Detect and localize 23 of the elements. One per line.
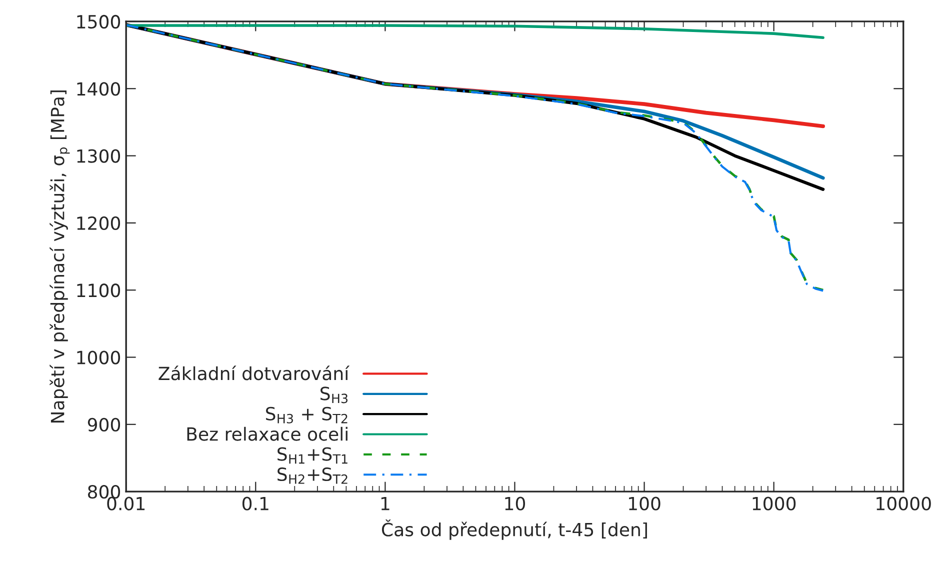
x-axis-title: Čas od předepnutí, t-45 [den] — [382, 519, 647, 540]
legend-label: S$_{H2}$+S$_{T2}$ — [278, 467, 348, 484]
legend-label: Základní dotvarování — [158, 366, 350, 380]
y-tick-label: 900 — [88, 418, 120, 432]
x-tick-label: 10 — [505, 496, 526, 510]
x-tick-label: 1 — [381, 496, 390, 510]
x-tick-label: 0.1 — [242, 496, 268, 510]
x-tick-label: 10000 — [876, 496, 931, 510]
legend-label: S$_{H3}$ + S$_{T2}$ — [266, 406, 348, 424]
legend-label: S$_{H1}$+S$_{T1}$ — [278, 447, 348, 464]
y-tick-label: 1300 — [77, 149, 120, 163]
y-tick-label: 1000 — [77, 350, 120, 364]
x-tick-label: 1000 — [752, 496, 796, 510]
y-tick-label: 1100 — [77, 284, 120, 298]
y-tick-label: 800 — [88, 485, 120, 499]
y-tick-label: 1400 — [77, 82, 120, 96]
x-tick-label: 0.01 — [107, 496, 145, 510]
y-tick-label: 1500 — [77, 14, 120, 29]
x-tick-label: 100 — [629, 496, 660, 510]
legend-label: Bez relaxace oceli — [187, 426, 348, 441]
y-axis-title: Napětí v předpínací výztuži, σ$_{p}$ [MPa] — [50, 90, 70, 422]
y-tick-label: 1200 — [77, 216, 120, 230]
legend-label: S$_{H3}$ — [320, 386, 348, 404]
